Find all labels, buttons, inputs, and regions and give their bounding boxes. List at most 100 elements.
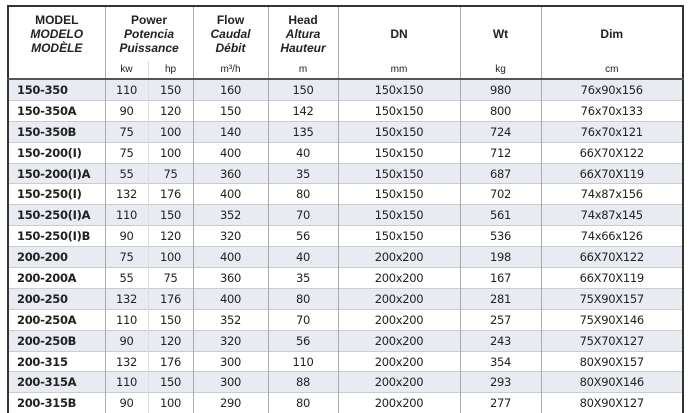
cell-dim: 75X70X127 — [540, 329, 683, 352]
table-row: 200-200 75 100 400 40 200x200 198 66X70X122 — [8, 246, 683, 268]
cell-wt: 281 — [459, 287, 541, 310]
cell-kw: 110 — [104, 308, 148, 331]
cell-model: 200-250 — [8, 287, 105, 310]
cell-dn: 200x200 — [337, 287, 460, 310]
cell-hp: 100 — [147, 120, 193, 143]
cell-head: 80 — [267, 392, 338, 413]
header-dim: Dim — [540, 6, 683, 61]
unit-hp: hp — [147, 61, 193, 80]
cell-kw: 75 — [104, 246, 148, 268]
cell-hp: 150 — [147, 204, 193, 226]
cell-flow: 400 — [192, 141, 268, 164]
cell-head: 142 — [267, 99, 338, 122]
cell-model: 200-250A — [8, 308, 105, 331]
cell-model: 150-250(I)B — [8, 225, 105, 247]
cell-dn: 150x150 — [337, 225, 460, 247]
cell-head: 70 — [267, 204, 338, 226]
cell-dn: 200x200 — [337, 267, 460, 289]
table-row: 200-250 132 176 400 80 200x200 281 75X90X157 — [8, 287, 683, 310]
cell-head: 40 — [267, 246, 338, 268]
cell-kw: 90 — [104, 329, 148, 352]
cell-flow: 300 — [192, 350, 268, 372]
table-row: 200-315A 110 150 300 88 200x200 293 80X90X146 — [8, 371, 683, 393]
cell-flow: 400 — [192, 246, 268, 268]
cell-kw: 55 — [104, 162, 148, 184]
cell-wt: 687 — [459, 162, 541, 184]
cell-head: 80 — [267, 287, 338, 310]
cell-hp: 120 — [147, 99, 193, 122]
header-row: MODEL MODELO MODÈLE Power Potencia Puissance… — [8, 6, 683, 61]
unit-kw: kw — [104, 61, 148, 80]
cell-kw: 110 — [104, 78, 148, 101]
cell-hp: 120 — [147, 329, 193, 352]
units-row: kw hp m³/h m mm kg cm — [8, 61, 683, 80]
cell-model: 150-350A — [8, 99, 105, 122]
cell-hp: 176 — [147, 183, 193, 205]
cell-dim: 76x70x121 — [540, 120, 683, 143]
cell-dim: 80X90X127 — [540, 392, 683, 413]
cell-head: 110 — [267, 350, 338, 372]
cell-dn: 150x150 — [337, 183, 460, 205]
cell-wt: 243 — [459, 329, 541, 352]
cell-flow: 352 — [192, 308, 268, 331]
cell-head: 35 — [267, 162, 338, 184]
cell-dim: 66X70X119 — [540, 162, 683, 184]
cell-hp: 150 — [147, 78, 193, 101]
cell-dn: 150x150 — [337, 99, 460, 122]
cell-dim: 74x87x156 — [540, 183, 683, 205]
cell-dn: 200x200 — [337, 329, 460, 352]
unit-flow: m³/h — [192, 61, 268, 80]
cell-wt: 712 — [459, 141, 541, 164]
table-row: 150-250(I) 132 176 400 80 150x150 702 74x87x156 — [8, 183, 683, 205]
header-power: Power Potencia Puissance — [104, 6, 193, 61]
cell-flow: 360 — [192, 162, 268, 184]
cell-flow: 320 — [192, 329, 268, 352]
table-row: 150-350A 90 120 150 142 150x150 800 76x70x133 — [8, 99, 683, 122]
cell-wt: 277 — [459, 392, 541, 413]
table-row: 150-250(I)A 110 150 352 70 150x150 561 74x87x14… — [8, 204, 683, 226]
cell-head: 135 — [267, 120, 338, 143]
table-row: 150-350B 75 100 140 135 150x150 724 76x70x121 — [8, 120, 683, 143]
cell-dim: 66X70X119 — [540, 267, 683, 289]
cell-kw: 90 — [104, 99, 148, 122]
cell-hp: 75 — [147, 162, 193, 184]
cell-kw: 132 — [104, 183, 148, 205]
cell-wt: 702 — [459, 183, 541, 205]
cell-flow: 360 — [192, 267, 268, 289]
cell-flow: 320 — [192, 225, 268, 247]
cell-head: 150 — [267, 78, 338, 101]
cell-dim: 76x70x133 — [540, 99, 683, 122]
cell-dn: 200x200 — [337, 308, 460, 331]
cell-model: 200-315B — [8, 392, 105, 413]
cell-head: 80 — [267, 183, 338, 205]
cell-flow: 352 — [192, 204, 268, 226]
cell-wt: 293 — [459, 371, 541, 393]
cell-dn: 200x200 — [337, 371, 460, 393]
cell-dn: 200x200 — [337, 350, 460, 372]
cell-model: 200-200 — [8, 246, 105, 268]
cell-dn: 200x200 — [337, 392, 460, 413]
header-dn: DN — [337, 6, 460, 61]
cell-hp: 150 — [147, 371, 193, 393]
cell-wt: 536 — [459, 225, 541, 247]
table-row: 200-250A 110 150 352 70 200x200 257 75X90X146 — [8, 308, 683, 331]
table-row: 150-250(I)B 90 120 320 56 150x150 536 74x66x126 — [8, 225, 683, 247]
cell-model: 200-315 — [8, 350, 105, 372]
cell-dim: 75X90X157 — [540, 287, 683, 310]
cell-wt: 800 — [459, 99, 541, 122]
cell-dim: 66X70X122 — [540, 246, 683, 268]
header-head: Head Altura Hauteur — [267, 6, 338, 61]
table-row: 150-350 110 150 160 150 150x150 980 76x90x156 — [8, 78, 683, 101]
cell-hp: 176 — [147, 350, 193, 372]
cell-flow: 400 — [192, 287, 268, 310]
cell-head: 35 — [267, 267, 338, 289]
cell-head: 56 — [267, 329, 338, 352]
table-row: 200-315B 90 100 290 80 200x200 277 80X90X127 — [8, 392, 683, 413]
cell-hp: 100 — [147, 141, 193, 164]
cell-wt: 167 — [459, 267, 541, 289]
cell-flow: 150 — [192, 99, 268, 122]
cell-kw: 90 — [104, 225, 148, 247]
cell-kw: 110 — [104, 371, 148, 393]
header-wt: Wt — [459, 6, 541, 61]
cell-head: 40 — [267, 141, 338, 164]
